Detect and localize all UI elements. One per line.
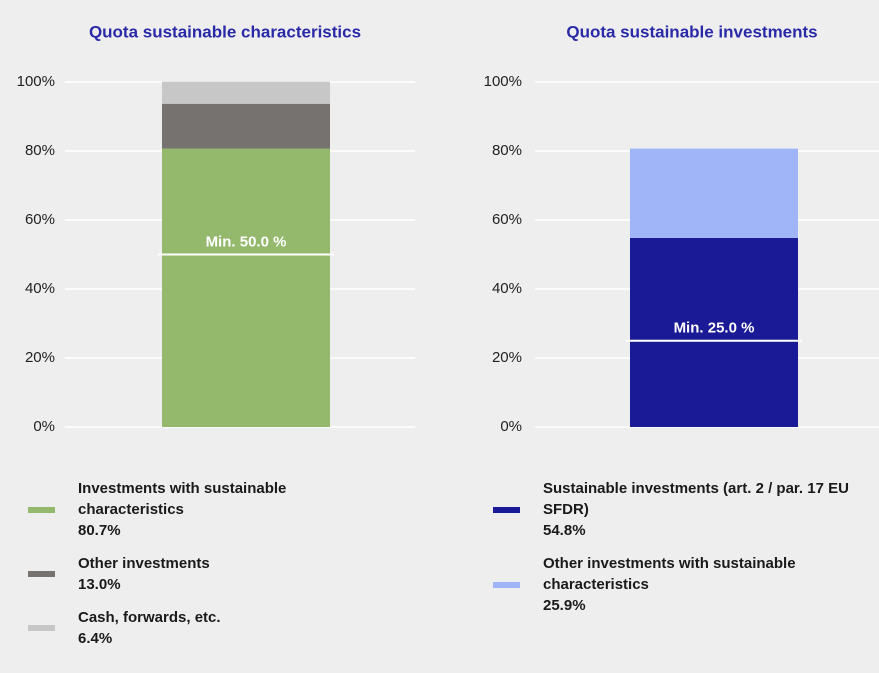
legend-value: 54.8% [543, 522, 586, 539]
legend-value: 80.7% [78, 522, 121, 539]
legend-swatch [493, 506, 520, 513]
bar-segment [630, 237, 798, 427]
legend-text: Other investments with sustainable chara… [543, 553, 878, 616]
legend-value: 6.4% [78, 630, 113, 647]
legend-text: Cash, forwards, etc. 6.4% [78, 607, 338, 649]
legend: Sustainable investments (art. 2 / par. 1… [493, 478, 878, 616]
y-tick-label: 20% [492, 349, 522, 366]
y-tick-label: 100% [17, 73, 55, 90]
legend-entry: Other investments with sustainable chara… [493, 553, 878, 616]
legend-name: Sustainable investments (art. 2 / par. 1… [543, 480, 849, 518]
legend-value: 25.9% [543, 597, 586, 614]
y-tick-label: 0% [33, 418, 55, 435]
legend-text: Other investments 13.0% [78, 553, 338, 595]
legend-entry: Cash, forwards, etc. 6.4% [28, 607, 338, 649]
y-tick-label: 40% [25, 280, 55, 297]
chart-title: Quota sustainable investments [566, 22, 817, 41]
legend-swatch [28, 571, 55, 577]
legend-name: Other investments with sustainable chara… [543, 555, 796, 593]
y-tick-label: 20% [25, 349, 55, 366]
legend-entry: Sustainable investments (art. 2 / par. 1… [493, 478, 878, 541]
threshold-label: Min. 50.0 % [206, 233, 287, 250]
y-tick-label: 0% [500, 418, 522, 435]
legend-text: Sustainable investments (art. 2 / par. 1… [543, 478, 878, 541]
chart-title: Quota sustainable characteristics [89, 22, 361, 41]
legend-name: Other investments [78, 555, 210, 572]
threshold-label: Min. 25.0 % [674, 320, 755, 337]
legend-value: 13.0% [78, 576, 121, 593]
legend-entry: Investments with sustainable characteris… [28, 478, 338, 541]
y-tick-label: 80% [25, 142, 55, 159]
legend: Investments with sustainable characteris… [28, 478, 338, 649]
bar-segment [162, 103, 330, 149]
legend-name: Investments with sustainable characteris… [78, 480, 287, 518]
y-tick-label: 100% [484, 73, 522, 90]
y-tick-label: 80% [492, 142, 522, 159]
legend-swatch [28, 625, 55, 631]
legend-name: Cash, forwards, etc. [78, 609, 221, 626]
y-tick-label: 60% [25, 211, 55, 228]
bar-segment [162, 81, 330, 104]
y-tick-label: 60% [492, 211, 522, 228]
legend-swatch [28, 506, 55, 513]
bar-segment [162, 148, 330, 427]
y-tick-label: 40% [492, 280, 522, 297]
bar-segment [630, 148, 798, 238]
legend-text: Investments with sustainable characteris… [78, 478, 338, 541]
legend-entry: Other investments 13.0% [28, 553, 338, 595]
legend-swatch [493, 581, 520, 588]
